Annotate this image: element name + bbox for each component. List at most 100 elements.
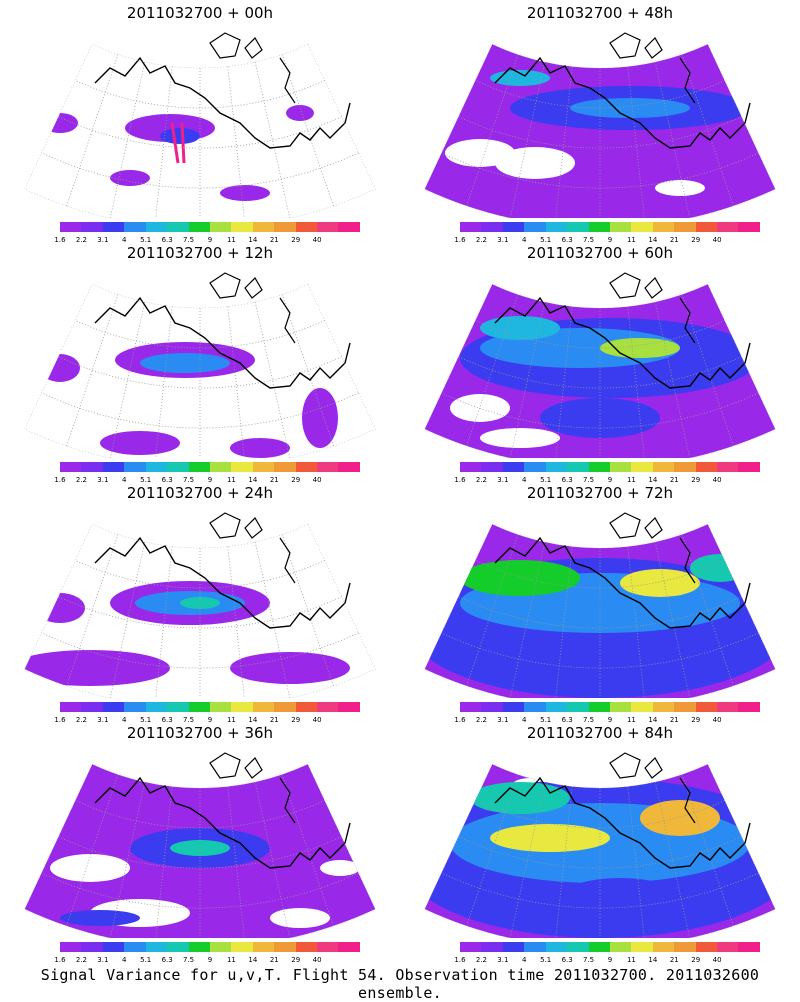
colorbar-swatch xyxy=(231,942,253,952)
coastline xyxy=(94,296,351,389)
colorbar-tick-label: 9 xyxy=(607,476,613,484)
colorbar-swatch xyxy=(631,942,653,952)
field-contour xyxy=(230,438,290,458)
colorbar-swatch xyxy=(274,462,296,472)
field-layer xyxy=(24,764,376,938)
colorbar-swatch xyxy=(81,462,103,472)
colorbar-tick-label: 3.1 xyxy=(497,716,509,724)
map xyxy=(424,32,776,218)
panel-12h: 2011032700 + 12h 1.6 2.2 3.1 4 5.1 6.3 7.5 9 11 1… xyxy=(0,240,400,484)
colorbar-tick-label: 9 xyxy=(607,236,613,244)
latitude-line xyxy=(75,799,325,829)
colorbar-tick-label: 14 xyxy=(248,956,258,964)
coastline-east xyxy=(279,777,296,824)
field-layer xyxy=(24,581,350,686)
graticule xyxy=(441,534,759,698)
colorbar-swatch xyxy=(717,702,739,712)
colorbar-ticks: 1.6 2.2 3.1 4 5.1 6.3 7.5 9 11 14 21 29 40 xyxy=(54,476,360,486)
island-outline xyxy=(609,512,663,539)
colorbar-swatch xyxy=(295,462,318,472)
field-contour xyxy=(100,431,180,455)
colorbar-swatch xyxy=(652,942,675,952)
colorbar-swatch xyxy=(317,702,339,712)
map xyxy=(24,752,376,938)
colorbar-swatch xyxy=(738,222,760,232)
colorbar-tick-label: 1.6 xyxy=(54,476,66,484)
latitude-line xyxy=(475,799,725,829)
colorbar-swatch xyxy=(188,462,210,472)
colorbar-tick-label: 5.1 xyxy=(140,716,152,724)
colorbar-swatch xyxy=(167,462,189,472)
colorbar-swatch xyxy=(145,942,168,952)
colorbar-tick-label: 4 xyxy=(122,236,127,244)
colorbar-swatch xyxy=(481,462,503,472)
colorbar-tick-label: 1.6 xyxy=(454,236,466,244)
colorbar-tick-label: 21 xyxy=(269,956,279,964)
field-layer xyxy=(40,342,338,458)
graticule xyxy=(41,294,359,458)
colorbar-swatch xyxy=(317,942,339,952)
panel-36h: 2011032700 + 36h 1.6 2.2 3.1 4 5.1 6.3 7.5 9 11 1… xyxy=(0,720,400,964)
colorbar-tick-label: 40 xyxy=(312,476,322,484)
colorbar-swatch xyxy=(338,222,360,232)
colorbar-swatch xyxy=(295,942,318,952)
colorbar xyxy=(60,942,360,954)
colorbar-tick-label: 3.1 xyxy=(97,476,109,484)
colorbar-swatch xyxy=(631,222,653,232)
latitude-line xyxy=(475,319,725,349)
colorbar-tick-label: 14 xyxy=(248,476,258,484)
colorbar-tick-label: 29 xyxy=(291,956,301,964)
colorbar-swatch xyxy=(209,702,232,712)
colorbar-swatch xyxy=(317,462,339,472)
flight-track xyxy=(170,122,186,164)
island-outline xyxy=(209,32,263,59)
island-outline xyxy=(209,752,263,779)
colorbar-tick-label: 1.6 xyxy=(54,236,66,244)
colorbar-tick-label: 7.5 xyxy=(582,716,595,724)
colorbar-tick-label: 2.2 xyxy=(75,476,87,484)
colorbar-swatch xyxy=(652,222,675,232)
field-contour xyxy=(286,105,314,121)
coastline-east xyxy=(679,777,696,824)
colorbar-tick-label: 14 xyxy=(648,956,658,964)
colorbar-swatch xyxy=(567,462,589,472)
colorbar-ticks: 1.6 2.2 3.1 4 5.1 6.3 7.5 9 11 14 21 29 40 xyxy=(54,236,360,246)
colorbar-tick-label: 29 xyxy=(291,476,301,484)
coastline-east xyxy=(279,297,296,344)
field-contour xyxy=(302,388,338,448)
colorbar-tick-label: 11 xyxy=(226,476,236,484)
coastline xyxy=(94,776,351,869)
field-contour xyxy=(690,98,750,118)
colorbar-swatch xyxy=(81,702,103,712)
colorbar-swatch xyxy=(567,942,589,952)
colorbar-tick-label: 5.1 xyxy=(540,956,552,964)
colorbar-swatch xyxy=(695,702,718,712)
colorbar-tick-label: 3.1 xyxy=(97,956,109,964)
field-contour xyxy=(520,638,680,678)
colorbar-swatch xyxy=(317,222,339,232)
panel-84h: 2011032700 + 84h 1.6 2.2 3.1 4 5.1 6.3 7.5 9 11 1… xyxy=(400,720,800,964)
colorbar-swatch xyxy=(524,462,546,472)
colorbar-swatch xyxy=(338,462,360,472)
colorbar-tick-label: 14 xyxy=(648,236,658,244)
colorbar-tick-label: 29 xyxy=(291,236,301,244)
field-contour xyxy=(620,569,700,597)
panel-00h: 2011032700 + 00h 1.6 2.2 3.1 4 5.1 6.3 7.5 9 11 1… xyxy=(0,0,400,244)
graticule xyxy=(441,54,759,218)
field-contour xyxy=(490,824,610,852)
field-gap xyxy=(495,147,575,179)
graticule xyxy=(441,774,759,938)
colorbar-swatch xyxy=(652,462,675,472)
coastline-east xyxy=(279,57,296,104)
colorbar-swatch xyxy=(167,702,189,712)
colorbar-swatch xyxy=(545,942,568,952)
colorbar-tick-label: 4 xyxy=(122,716,127,724)
colorbar-tick-label: 11 xyxy=(626,476,636,484)
colorbar-swatch xyxy=(674,942,696,952)
coastline-east xyxy=(679,537,696,584)
colorbar-swatch xyxy=(481,942,503,952)
colorbar-swatch xyxy=(567,702,589,712)
graticule xyxy=(41,774,359,938)
colorbar-ticks: 1.6 2.2 3.1 4 5.1 6.3 7.5 9 11 14 21 29 40 xyxy=(54,716,360,726)
panel-60h: 2011032700 + 60h 1.6 2.2 3.1 4 5.1 6.3 7.5 9 11 1… xyxy=(400,240,800,484)
